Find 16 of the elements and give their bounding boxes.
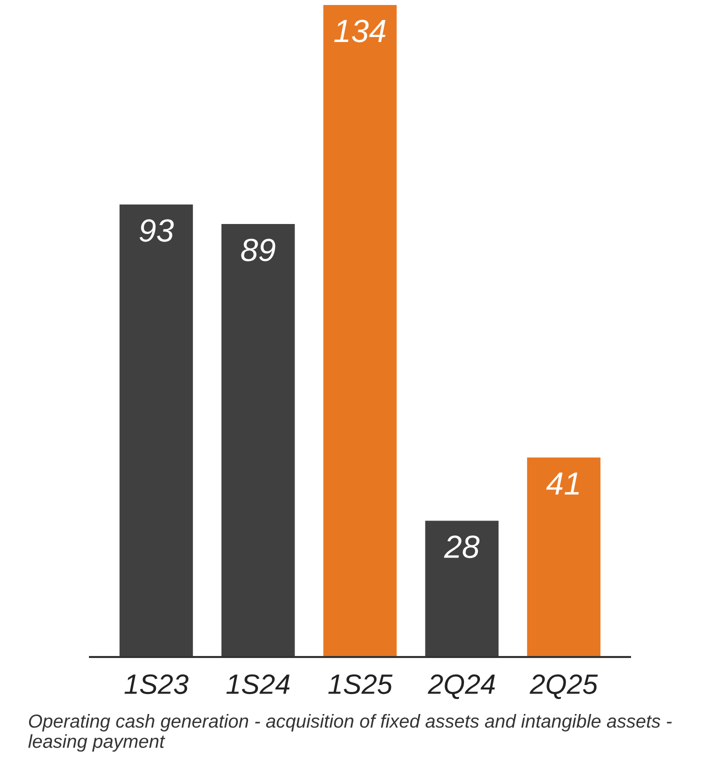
- data-label: 89: [241, 238, 276, 262]
- data-label: 41: [546, 472, 579, 495]
- x-tick-label: 2Q25: [530, 674, 598, 700]
- bar: [221, 224, 295, 657]
- bar: [120, 204, 193, 657]
- x-tick-label: 1S23: [124, 674, 188, 694]
- bar: [323, 5, 397, 657]
- data-label: 28: [444, 535, 480, 558]
- bar: [527, 458, 600, 657]
- x-tick-label: 1S25: [328, 674, 393, 694]
- text: Operating cash generation - acquisition of fixed assets and intangible assets - leasing payment: [28, 714, 672, 752]
- data-label: 93: [140, 219, 174, 242]
- data-label: 134: [334, 20, 386, 42]
- x-tick-label: 2Q24: [428, 674, 495, 700]
- x-tick-label: 1S24: [226, 674, 290, 694]
- bar: [425, 520, 499, 657]
